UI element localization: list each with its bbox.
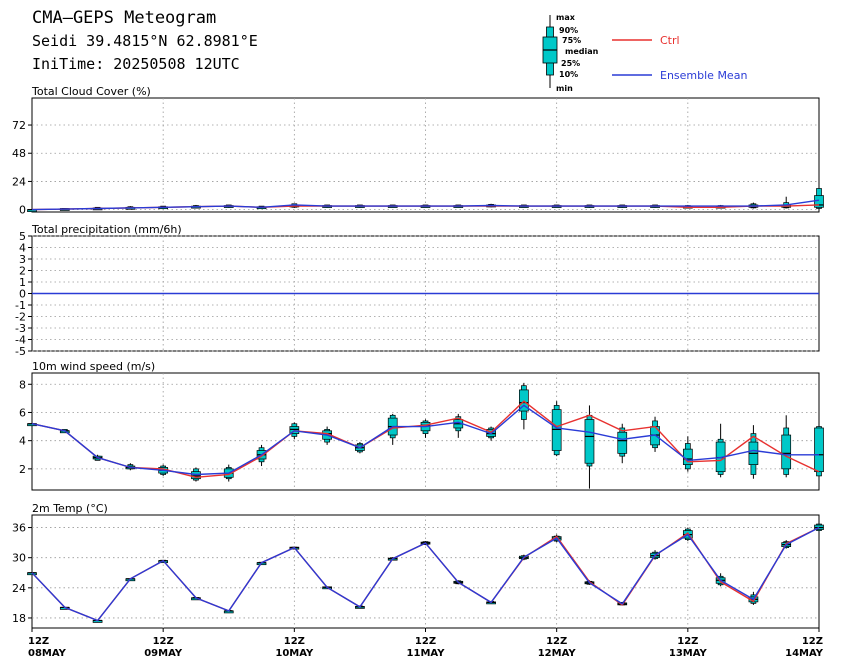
legend-box-label-10: 10% [559,70,578,79]
xtick-hour-6: 12Z [802,636,823,647]
ytick-label-temp-3: 36 [12,522,26,535]
panel-cloud: 0 24 48 72 [12,97,824,217]
xtick-date-5: 13MAY [669,648,708,659]
xtick-hour-3: 12Z [415,636,436,647]
legend-ctrl-label: Ctrl [660,34,680,47]
legend-mean-label: Ensemble Mean [660,69,747,82]
ytick-label-cloud-3: 72 [12,119,26,132]
panel-title-temp: 2m Temp (°C) [32,502,108,515]
panel-wind: 2 4 6 8 [19,372,824,491]
ytick-label-precip-8: 3 [19,253,26,266]
xtick-date-3: 11MAY [407,648,446,659]
ytick-label-precip-1: -4 [15,334,26,347]
series-wind-mean [31,404,819,476]
ytick-label-cloud-0: 0 [19,204,26,217]
xtick-date-1: 09MAY [144,648,183,659]
series-cloud-mean [31,199,820,211]
init-time-label: IniTime: 20250508 12UTC [32,55,240,73]
panel-title-precip: Total precipitation (mm/6h) [31,223,182,236]
box-wind-23 [781,415,792,478]
ytick-label-cloud-2: 48 [12,147,26,160]
box-temp-24 [814,523,824,532]
ytick-label-precip-7: 2 [19,265,26,278]
ytick-label-precip-6: 1 [19,276,26,289]
panel-temp: 18 24 30 36 [12,514,824,629]
legend-box-label-max: max [556,13,576,22]
legend-box-label-min: min [556,84,573,93]
xtick-date-2: 10MAY [275,648,314,659]
xtick-hour-0: 12Z [28,636,49,647]
x-axis: 12Z08MAY12Z09MAY12Z10MAY12Z11MAY12Z12MAY… [28,628,824,659]
xtick-hour-4: 12Z [546,636,567,647]
panel-title-wind: 10m wind speed (m/s) [32,360,155,373]
xtick-hour-5: 12Z [677,636,698,647]
ytick-label-precip-0: -5 [15,345,26,358]
box-wind-22 [748,425,759,479]
panel-frame-temp [31,514,820,629]
xtick-date-6: 14MAY [785,648,824,659]
legend-box-label-median: median [565,47,599,56]
xtick-hour-1: 12Z [153,636,174,647]
xtick-hour-2: 12Z [284,636,305,647]
legend-box-label-25: 25% [561,59,580,68]
xtick-date-4: 12MAY [538,648,577,659]
box-wind-12 [420,419,431,438]
ytick-label-wind-1: 4 [19,435,26,448]
ytick-label-cloud-1: 24 [12,175,26,188]
ytick-label-precip-3: -2 [15,311,26,324]
ytick-label-wind-0: 2 [19,463,26,476]
location-label: Seidi 39.4815°N 62.8981°E [32,32,258,50]
ytick-label-precip-4: -1 [15,299,26,312]
ytick-label-wind-2: 6 [19,406,26,419]
ytick-label-precip-10: 5 [19,230,26,243]
panel-title-cloud: Total Cloud Cover (%) [31,85,151,98]
ytick-label-precip-9: 4 [19,242,26,255]
ytick-label-precip-5: 0 [19,288,26,301]
series-wind-ctrl [31,400,820,479]
ytick-label-temp-2: 30 [12,552,26,565]
ytick-label-precip-2: -3 [15,322,26,335]
ytick-label-temp-0: 18 [12,612,26,625]
series-temp-mean [31,526,820,622]
legend-box-label-75: 75% [562,36,581,45]
box-cloud-24 [814,186,824,210]
ytick-label-wind-3: 8 [19,378,26,391]
box-wind-17 [584,405,595,489]
chart-title: CMA—GEPS Meteogram [32,8,216,28]
ytick-label-temp-1: 24 [12,582,26,595]
box-wind-20 [682,436,693,472]
box-wind-21 [715,423,726,478]
box-wind-8 [289,422,300,440]
panel-frame-cloud [31,97,820,213]
legend: max 90% 75% median 25% 10% min Ctrl Ense… [542,13,747,93]
xtick-date-0: 08MAY [28,648,67,659]
legend-box-label-90: 90% [559,26,578,35]
